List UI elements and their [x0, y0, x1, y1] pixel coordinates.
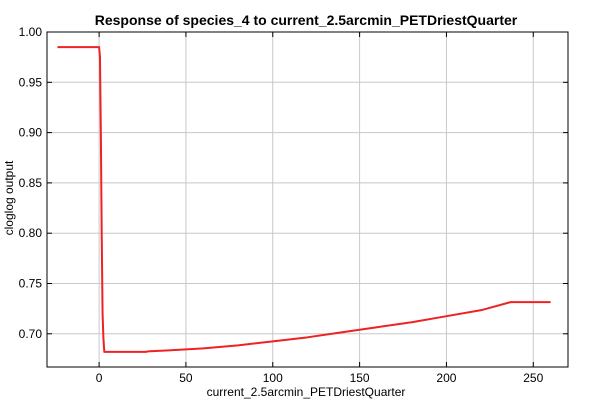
x-axis-label: current_2.5arcmin_PETDriestQuarter: [207, 385, 406, 399]
x-tick-labels: 0 50 100 150 200 250: [96, 371, 544, 385]
y-tick-label: 1.00: [19, 25, 43, 39]
x-tick-label: 150: [350, 371, 370, 385]
plot-frame: [46, 31, 569, 368]
y-tick-label: 0.80: [19, 226, 43, 240]
x-tick-label: 250: [523, 371, 543, 385]
x-tick-label: 100: [263, 371, 283, 385]
y-tick-label: 0.85: [19, 176, 43, 190]
y-tick-label: 0.95: [19, 75, 43, 89]
x-tick-label: 200: [436, 371, 456, 385]
y-axis-label: cloglog output: [2, 160, 16, 235]
series-layer: [57, 46, 551, 353]
x-tick-label: 0: [96, 371, 103, 385]
x-tick-label: 50: [179, 371, 193, 385]
response-curve: [57, 46, 551, 353]
y-tick-label: 0.75: [19, 277, 43, 291]
y-tick-label: 0.90: [19, 126, 43, 140]
grid-layer: [47, 31, 568, 367]
y-tick-labels: 0.70 0.75 0.80 0.85 0.90 0.95 1.00: [19, 25, 43, 341]
chart-title: Response of species_4 to current_2.5arcm…: [95, 12, 518, 28]
y-tick-label: 0.70: [19, 327, 43, 341]
